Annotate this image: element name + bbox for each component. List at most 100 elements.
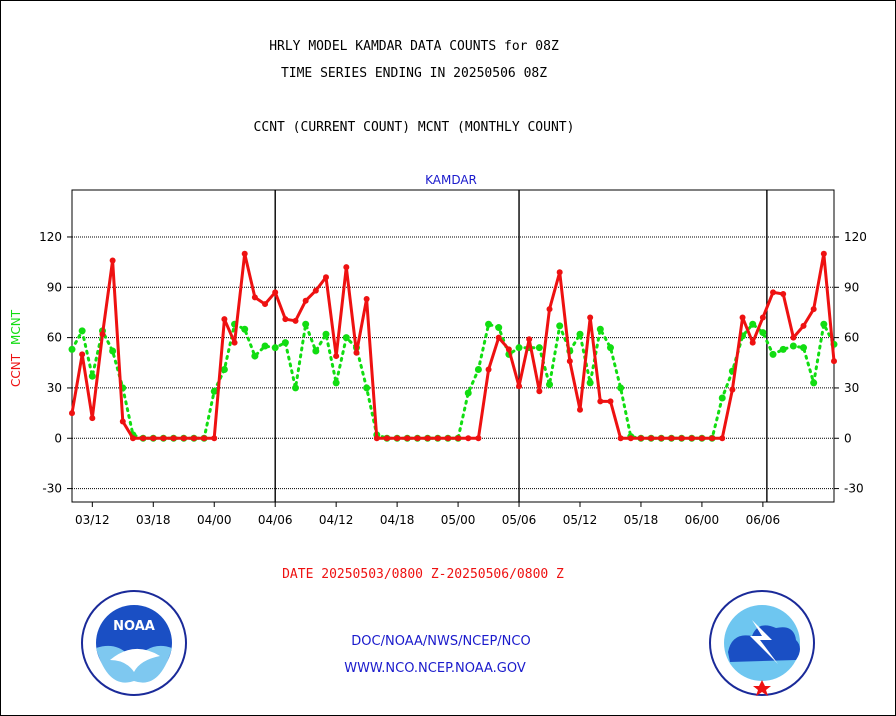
data-point-ccnt [485, 366, 492, 373]
data-point-ccnt [770, 289, 777, 296]
data-point-ccnt [221, 316, 228, 323]
data-point-ccnt [658, 435, 665, 442]
data-point-ccnt [495, 334, 502, 341]
chart-title-line3: CCNT (CURRENT COUNT) MCNT (MONTHLY COUNT… [254, 120, 575, 135]
data-point-ccnt [69, 410, 75, 417]
noaa-logo: NOAA [81, 590, 187, 696]
data-point-mcnt [342, 334, 350, 342]
data-point-ccnt [810, 306, 817, 313]
data-point-ccnt [129, 435, 136, 442]
y-axis-right: -30 0 30 60 90 120 [834, 230, 867, 496]
data-point-ccnt [323, 274, 329, 281]
data-point-ccnt [790, 334, 797, 341]
y-tick-label-left: -30 [42, 482, 62, 496]
data-point-ccnt [739, 314, 746, 321]
y-tick-label-right: 60 [844, 331, 859, 345]
data-point-ccnt [526, 336, 533, 343]
data-point-mcnt [322, 330, 330, 338]
data-point-ccnt [709, 435, 716, 442]
ylabel-ccnt: CCNT [9, 353, 23, 387]
data-point-mcnt [820, 320, 828, 328]
data-point-ccnt [607, 398, 614, 405]
y-tick-label-right: 90 [844, 280, 859, 294]
data-point-mcnt [576, 330, 584, 338]
data-point-mcnt [515, 344, 523, 352]
ylabel-mcnt: MCNT [9, 309, 23, 345]
data-point-ccnt [79, 351, 86, 358]
y-tick-label-left: 0 [54, 431, 62, 445]
data-point-mcnt [220, 365, 228, 373]
data-point-mcnt [78, 327, 86, 335]
data-point-mcnt [281, 339, 289, 347]
data-point-ccnt [719, 435, 726, 442]
data-point-mcnt [241, 325, 249, 333]
data-point-ccnt [89, 415, 96, 422]
data-point-ccnt [465, 435, 472, 442]
data-point-ccnt [546, 306, 553, 313]
data-point-mcnt [485, 320, 493, 328]
data-point-ccnt [302, 297, 309, 304]
data-point-mcnt [292, 384, 300, 392]
data-point-mcnt [271, 344, 279, 352]
data-point-ccnt [201, 435, 208, 442]
x-tick-label: 05/12 [563, 513, 598, 527]
series-line-mcnt [70, 322, 836, 440]
date-range: DATE 20250503/0800 Z-20250506/0800 Z [282, 567, 564, 582]
data-point-mcnt [251, 352, 259, 360]
data-point-ccnt [292, 317, 299, 324]
data-point-ccnt [505, 346, 512, 353]
data-point-mcnt [759, 329, 767, 337]
x-tick-label: 05/00 [441, 513, 476, 527]
data-point-mcnt [109, 347, 117, 355]
data-point-mcnt [556, 322, 564, 330]
data-point-mcnt [546, 381, 554, 389]
data-point-ccnt [190, 435, 197, 442]
data-point-ccnt [759, 314, 766, 321]
data-point-ccnt [383, 435, 390, 442]
data-point-ccnt [688, 435, 695, 442]
data-point-mcnt [749, 320, 757, 328]
data-point-ccnt [780, 291, 787, 297]
data-point-ccnt [424, 435, 431, 442]
data-point-ccnt [678, 435, 685, 442]
data-point-ccnt [262, 301, 269, 308]
grid-lines [72, 236, 834, 490]
chart-title-line1: HRLY MODEL KAMDAR DATA COUNTS for 08Z [269, 39, 559, 54]
data-point-ccnt [587, 314, 594, 321]
data-point-ccnt [617, 435, 624, 442]
data-point-ccnt [119, 418, 126, 425]
data-point-ccnt [150, 435, 157, 442]
data-point-mcnt [88, 372, 96, 380]
data-point-ccnt [597, 398, 604, 405]
data-point-ccnt [363, 296, 370, 303]
url-text: WWW.NCO.NCEP.NOAA.GOV [344, 661, 526, 676]
data-point-ccnt [556, 269, 563, 276]
data-point-ccnt [566, 358, 573, 365]
data-point-ccnt [627, 435, 634, 442]
data-point-ccnt [211, 435, 218, 442]
data-point-mcnt [596, 325, 604, 333]
data-point-mcnt [617, 384, 625, 392]
noaa-logo-text: NOAA [113, 619, 155, 634]
x-tick-label: 04/18 [380, 513, 415, 527]
x-tick-label: 04/12 [319, 513, 354, 527]
data-point-ccnt [820, 250, 827, 257]
series-line-ccnt [70, 252, 836, 440]
y-tick-label-right: 0 [844, 431, 852, 445]
y-axis-left: -30 0 30 60 90 120 [39, 230, 72, 496]
data-point-mcnt [779, 345, 787, 353]
series-mcnt [68, 320, 838, 442]
x-tick-label: 05/18 [624, 513, 659, 527]
data-point-ccnt [698, 435, 705, 442]
data-point-ccnt [231, 339, 238, 346]
data-point-ccnt [729, 386, 736, 393]
data-point-ccnt [475, 435, 482, 442]
x-tick-label: 03/18 [136, 513, 171, 527]
data-point-ccnt [251, 294, 258, 301]
y-tick-label-right: -30 [844, 482, 864, 496]
data-point-mcnt [495, 324, 503, 332]
data-point-mcnt [464, 389, 472, 397]
y-tick-label-left: 90 [47, 280, 62, 294]
series-ccnt [69, 250, 837, 442]
